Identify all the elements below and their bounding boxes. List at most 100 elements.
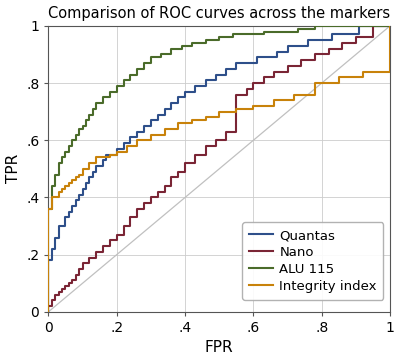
- Integrity index: [108, 152, 112, 157]
- Integrity index: [203, 115, 208, 119]
- Nano: [94, 250, 99, 254]
- Nano: [169, 175, 174, 180]
- ALU 115: [244, 32, 249, 36]
- Integrity index: [56, 190, 61, 194]
- Nano: [108, 238, 112, 243]
- Nano: [261, 75, 266, 79]
- ALU 115: [148, 55, 153, 60]
- Nano: [50, 298, 54, 303]
- Nano: [162, 184, 167, 188]
- Nano: [285, 64, 290, 68]
- ALU 115: [261, 30, 266, 34]
- Line: Quantas: Quantas: [48, 26, 390, 312]
- Integrity index: [234, 106, 239, 111]
- Nano: [121, 224, 126, 228]
- Integrity index: [46, 207, 51, 211]
- Nano: [354, 35, 358, 39]
- Nano: [114, 232, 119, 237]
- Nano: [73, 273, 78, 277]
- Line: Integrity index: Integrity index: [48, 26, 390, 312]
- Nano: [326, 47, 331, 51]
- Integrity index: [272, 98, 276, 103]
- Integrity index: [114, 149, 119, 154]
- Integrity index: [388, 24, 392, 28]
- Nano: [87, 255, 92, 260]
- Integrity index: [50, 207, 54, 211]
- Quantas: [87, 175, 92, 180]
- Nano: [183, 161, 188, 165]
- ALU 115: [114, 84, 119, 88]
- ALU 115: [50, 207, 54, 211]
- ALU 115: [312, 24, 317, 28]
- Nano: [251, 81, 256, 85]
- Nano: [193, 152, 198, 157]
- ALU 115: [203, 38, 208, 42]
- ALU 115: [108, 90, 112, 94]
- Integrity index: [73, 175, 78, 180]
- ALU 115: [295, 27, 300, 31]
- Integrity index: [46, 310, 51, 314]
- ALU 115: [388, 24, 392, 28]
- ALU 115: [169, 47, 174, 51]
- Integrity index: [312, 81, 317, 85]
- Integrity index: [66, 181, 71, 185]
- ALU 115: [128, 72, 133, 77]
- Nano: [340, 41, 344, 45]
- Integrity index: [251, 104, 256, 108]
- Y-axis label: TPR: TPR: [6, 154, 20, 183]
- Quantas: [46, 310, 51, 314]
- ALU 115: [84, 118, 88, 122]
- Quantas: [388, 24, 392, 28]
- Legend: Quantas, Nano, ALU 115, Integrity index: Quantas, Nano, ALU 115, Integrity index: [242, 222, 384, 300]
- ALU 115: [53, 173, 58, 177]
- Line: ALU 115: ALU 115: [48, 26, 390, 312]
- ALU 115: [347, 24, 352, 28]
- Integrity index: [53, 195, 58, 200]
- ALU 115: [94, 101, 99, 105]
- Nano: [370, 24, 375, 28]
- ALU 115: [179, 44, 184, 48]
- ALU 115: [217, 35, 222, 39]
- Quantas: [193, 84, 198, 88]
- Integrity index: [190, 118, 194, 122]
- Integrity index: [70, 178, 75, 182]
- Nano: [234, 92, 239, 97]
- ALU 115: [230, 32, 235, 36]
- ALU 115: [46, 310, 51, 314]
- ALU 115: [60, 155, 64, 160]
- Quantas: [357, 24, 362, 28]
- Integrity index: [292, 92, 297, 97]
- ALU 115: [50, 184, 54, 188]
- Nano: [312, 52, 317, 57]
- Nano: [128, 215, 133, 219]
- ALU 115: [278, 30, 283, 34]
- ALU 115: [53, 184, 58, 188]
- Integrity index: [336, 75, 341, 79]
- Nano: [244, 87, 249, 91]
- ALU 115: [330, 24, 334, 28]
- ALU 115: [101, 95, 106, 100]
- ALU 115: [80, 124, 85, 128]
- Nano: [101, 244, 106, 248]
- Nano: [155, 190, 160, 194]
- ALU 115: [77, 127, 82, 131]
- Nano: [77, 267, 82, 271]
- Nano: [142, 201, 146, 205]
- ALU 115: [70, 138, 75, 143]
- Integrity index: [63, 184, 68, 188]
- Quantas: [370, 24, 375, 28]
- Integrity index: [87, 161, 92, 165]
- ALU 115: [142, 61, 146, 65]
- ALU 115: [56, 161, 61, 165]
- ALU 115: [87, 112, 92, 117]
- Integrity index: [162, 127, 167, 131]
- Nano: [135, 207, 140, 211]
- ALU 115: [377, 24, 382, 28]
- Nano: [60, 287, 64, 291]
- Nano: [148, 195, 153, 200]
- Integrity index: [77, 173, 82, 177]
- Integrity index: [124, 144, 129, 148]
- Nano: [70, 278, 75, 283]
- Integrity index: [80, 167, 85, 171]
- Quantas: [224, 67, 228, 71]
